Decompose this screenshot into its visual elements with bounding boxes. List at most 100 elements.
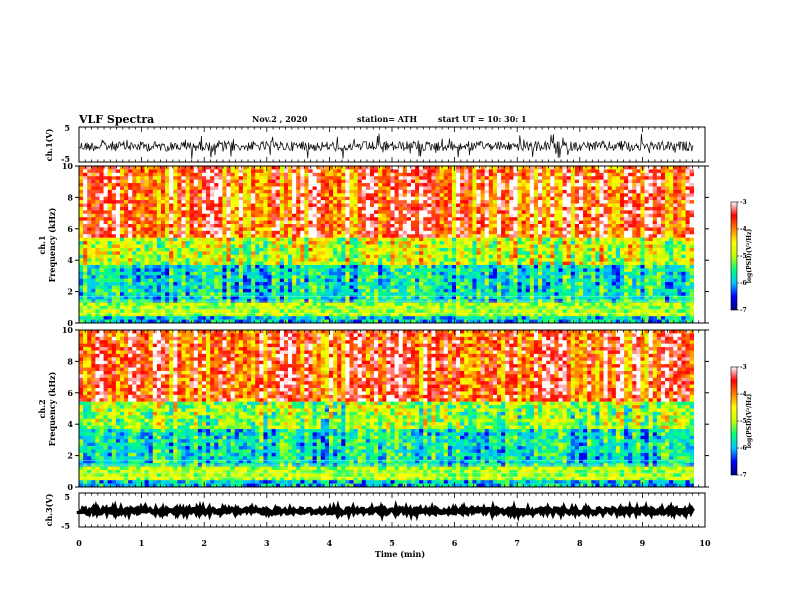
spec1-cell bbox=[456, 210, 461, 215]
spec1-cell bbox=[283, 237, 289, 242]
spec1-cell bbox=[390, 292, 395, 296]
spec1-cell bbox=[201, 285, 207, 290]
spec1-cell bbox=[140, 275, 145, 279]
spec1-cell bbox=[83, 316, 88, 320]
spec1-cell bbox=[181, 176, 186, 180]
spec1-cell bbox=[304, 166, 309, 170]
spec1-cell bbox=[177, 305, 182, 310]
spec1-cell bbox=[390, 203, 395, 208]
spec1-cell bbox=[390, 176, 395, 180]
spec1-cell bbox=[292, 309, 297, 314]
spec1-cell bbox=[193, 213, 199, 218]
spec1-cell bbox=[144, 254, 149, 259]
spec1-cell bbox=[111, 179, 117, 184]
spec1-cell bbox=[185, 254, 190, 259]
spec1-cell bbox=[517, 247, 522, 252]
spec1-cell bbox=[492, 210, 498, 215]
spec1-cell bbox=[382, 241, 387, 245]
spec1-cell bbox=[451, 183, 457, 187]
spec1-cell bbox=[136, 193, 141, 198]
spec1-cell bbox=[353, 230, 358, 235]
spec1-cell bbox=[439, 227, 445, 232]
spec1-cell bbox=[447, 305, 453, 310]
spec1-cell bbox=[357, 186, 363, 191]
spec1-cell bbox=[476, 254, 481, 259]
spec1-cell bbox=[419, 312, 424, 317]
spec1-cell bbox=[361, 254, 367, 259]
spec1-cell bbox=[410, 213, 416, 218]
spec1-cell bbox=[169, 224, 174, 228]
spec1-cell bbox=[275, 319, 281, 324]
spec1-cell bbox=[275, 271, 281, 276]
spec1-cell bbox=[230, 302, 236, 307]
spec1-cell bbox=[222, 206, 227, 211]
spec1-cell bbox=[275, 247, 281, 252]
spec1-cell bbox=[431, 302, 436, 307]
spec1-cell bbox=[447, 312, 453, 317]
spec1-cell bbox=[435, 312, 440, 317]
spec1-cell bbox=[91, 278, 96, 283]
spec1-cell bbox=[169, 247, 174, 252]
spec1-cell bbox=[173, 309, 178, 314]
spec1-cell bbox=[378, 172, 383, 177]
spec1-cell bbox=[464, 210, 469, 215]
spec1-cell bbox=[513, 183, 518, 187]
spec1-cell bbox=[197, 213, 203, 218]
spec1-cell bbox=[390, 200, 395, 204]
spec1-cell bbox=[210, 200, 215, 204]
spec1-cell bbox=[419, 196, 424, 201]
spec1-cell bbox=[144, 169, 149, 174]
spec1-cell bbox=[83, 196, 88, 201]
spec1-cell bbox=[124, 241, 129, 245]
spec1-cell bbox=[333, 234, 338, 238]
spec1-cell bbox=[501, 247, 506, 252]
spec1-cell bbox=[443, 268, 449, 273]
spec1-cell bbox=[501, 302, 506, 307]
spec1-cell bbox=[140, 309, 145, 314]
spec1-cell bbox=[345, 247, 350, 252]
spec1-cell bbox=[476, 193, 481, 198]
spec1-cell bbox=[468, 292, 473, 296]
spec1-cell bbox=[263, 213, 268, 218]
spec1-cell bbox=[456, 261, 461, 266]
spec1-cell bbox=[230, 241, 236, 245]
spec1-cell bbox=[464, 241, 469, 245]
spec1-cell bbox=[177, 288, 182, 293]
spec1-cell bbox=[484, 285, 490, 290]
spec1-cell bbox=[288, 172, 293, 177]
spec1-cell bbox=[95, 224, 100, 228]
spec1-cell bbox=[386, 210, 391, 215]
spec1-cell bbox=[132, 261, 137, 266]
spec1-cell bbox=[107, 292, 113, 296]
spec1-cell bbox=[271, 316, 277, 320]
spec1-cell bbox=[345, 230, 350, 235]
spec1-cell bbox=[99, 217, 104, 221]
spec1-cell bbox=[378, 193, 383, 198]
spec1-cell bbox=[382, 285, 387, 290]
spec1-cell bbox=[251, 196, 256, 201]
spec1-cell bbox=[201, 172, 207, 177]
spec1-cell bbox=[378, 285, 383, 290]
spec1-cell bbox=[128, 292, 133, 296]
spec1-cell bbox=[431, 288, 436, 293]
spec1-cell bbox=[144, 176, 149, 180]
spec1-cell bbox=[365, 179, 371, 184]
spec1-cell bbox=[148, 288, 154, 293]
spec1-cell bbox=[472, 275, 477, 279]
spec1-cell bbox=[390, 193, 395, 198]
spec1-cell bbox=[263, 217, 268, 221]
spec1-cell bbox=[402, 288, 408, 293]
spec1-cell bbox=[247, 217, 252, 221]
spec1-cell bbox=[99, 271, 104, 276]
spec1-cell bbox=[140, 230, 145, 235]
spec1-cell bbox=[341, 176, 346, 180]
spec1-cell bbox=[189, 203, 195, 208]
spec1-cell bbox=[83, 230, 88, 235]
spec1-cell bbox=[115, 309, 121, 314]
spec1-cell bbox=[234, 282, 240, 286]
spec1-cell bbox=[115, 176, 121, 180]
spec1-cell bbox=[386, 295, 391, 300]
spec1-cell bbox=[374, 258, 379, 262]
spec1-cell bbox=[476, 258, 481, 262]
spec1-cell bbox=[456, 166, 461, 170]
